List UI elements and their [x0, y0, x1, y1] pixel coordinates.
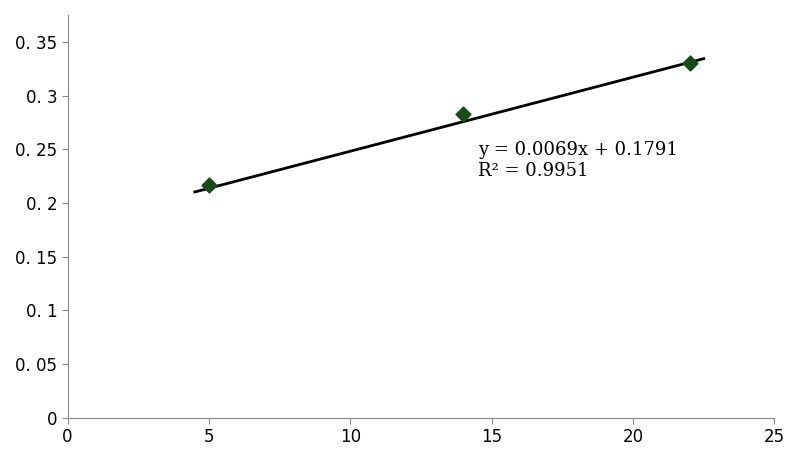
Point — [457, 110, 470, 118]
Text: y = 0.0069x + 0.1791: y = 0.0069x + 0.1791 — [478, 141, 678, 159]
Point — [202, 181, 215, 188]
Text: R² = 0.9951: R² = 0.9951 — [478, 162, 588, 180]
Point — [683, 59, 696, 67]
